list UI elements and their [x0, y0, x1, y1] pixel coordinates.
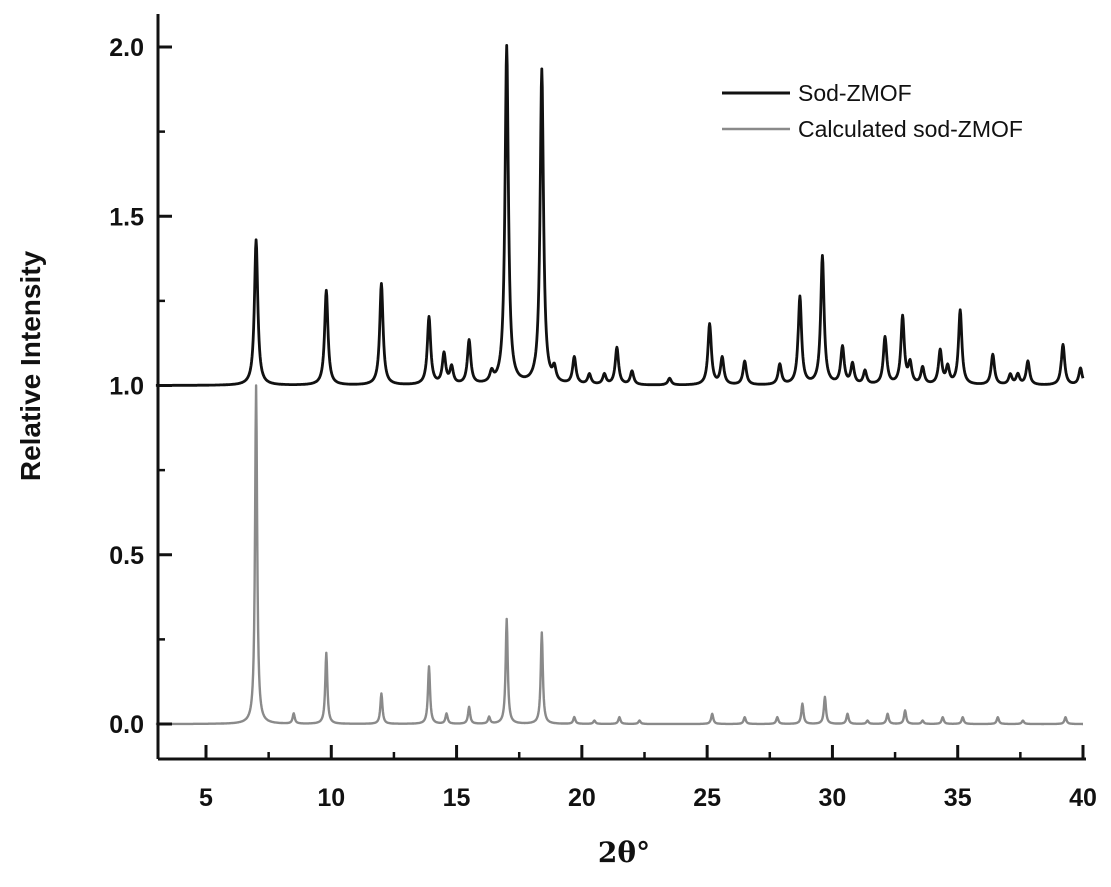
y-ticks: 0.0 0.5 1.0 1.5 2.0	[109, 34, 172, 739]
y-tick-label-3: 1.5	[109, 203, 144, 231]
y-tick-label-2: 1.0	[109, 373, 144, 401]
y-tick-label-4: 2.0	[109, 34, 144, 62]
x-tick-label-40: 40	[1069, 784, 1097, 812]
series-line-sod-zmof	[154, 44, 1085, 387]
x-tick-label-25: 25	[693, 784, 721, 812]
legend: Sod-ZMOF Calculated sod-ZMOF	[722, 80, 1023, 142]
x-axis-title: 2θ°	[598, 836, 650, 869]
x-tick-label-20: 20	[568, 784, 596, 812]
series-line-calculated-sod-zmof	[155, 384, 1084, 726]
x-tick-label-5: 5	[199, 784, 213, 812]
plot-area: 5 10 15 20 25 30 35 40 0.0 0.5 1.0 1.5 2.0	[109, 14, 1097, 812]
x-tick-label-30: 30	[819, 784, 847, 812]
x-tick-label-35: 35	[944, 784, 972, 812]
y-tick-label-1: 0.5	[109, 542, 144, 570]
y-tick-label-0: 0.0	[109, 711, 144, 739]
series-layer	[154, 44, 1085, 726]
x-tick-label-15: 15	[443, 784, 471, 812]
y-axis-title: Relative Intensity	[15, 250, 46, 481]
legend-label-calculated-sod-zmof: Calculated sod-ZMOF	[798, 116, 1023, 142]
legend-label-sod-zmof: Sod-ZMOF	[798, 80, 912, 106]
x-tick-label-10: 10	[317, 784, 345, 812]
x-ticks: 5 10 15 20 25 30 35 40	[199, 745, 1097, 812]
